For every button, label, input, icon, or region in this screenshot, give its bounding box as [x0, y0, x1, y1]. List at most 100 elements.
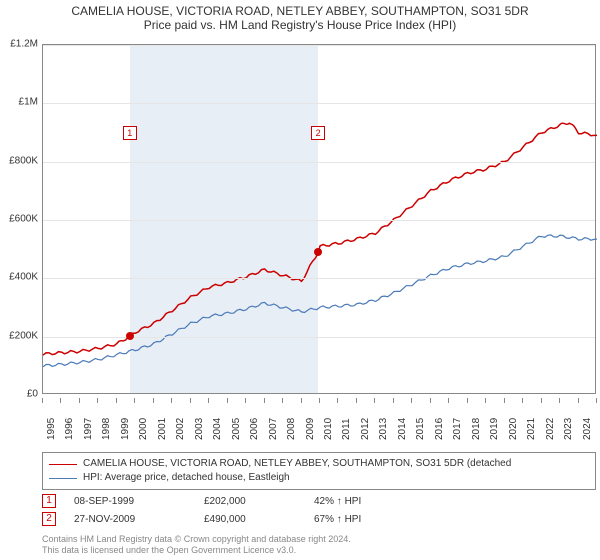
sales-table: 1 08-SEP-1999£202,00042% ↑ HPI 2 27-NOV-200… — [42, 492, 596, 528]
sale-marker-label: 2 — [311, 126, 325, 140]
x-tick — [282, 398, 283, 403]
x-tick — [356, 398, 357, 403]
series-line-property — [43, 123, 597, 355]
x-tick — [578, 398, 579, 403]
y-tick-label: £1M — [19, 97, 38, 108]
legend: CAMELIA HOUSE, VICTORIA ROAD, NETLEY ABB… — [42, 452, 596, 490]
x-tick-label: 2005 — [231, 418, 242, 440]
y-tick-label: £1.2M — [10, 39, 38, 50]
x-tick — [153, 398, 154, 403]
chart-subtitle: Price paid vs. HM Land Registry's House … — [8, 18, 592, 32]
x-tick-label: 2009 — [305, 418, 316, 440]
y-tick-label: £200K — [9, 330, 38, 341]
sale-index-box: 2 — [42, 512, 56, 526]
x-tick — [522, 398, 523, 403]
x-axis-labels: 1995199619971998199920002001200220032004… — [42, 398, 596, 456]
x-tick-label: 1998 — [101, 418, 112, 440]
x-tick-label: 2000 — [138, 418, 149, 440]
sale-index-box: 1 — [42, 494, 56, 508]
x-tick — [79, 398, 80, 403]
x-tick — [227, 398, 228, 403]
x-tick-label: 2007 — [268, 418, 279, 440]
x-tick-label: 2019 — [489, 418, 500, 440]
x-tick — [596, 398, 597, 403]
x-tick — [504, 398, 505, 403]
legend-label: HPI: Average price, detached house, East… — [83, 471, 290, 485]
x-tick-label: 2010 — [323, 418, 334, 440]
x-tick-label: 2014 — [397, 418, 408, 440]
y-tick-label: £0 — [27, 389, 38, 400]
x-tick-label: 2003 — [194, 418, 205, 440]
legend-row: HPI: Average price, detached house, East… — [49, 471, 589, 485]
footer-line-2: This data is licensed under the Open Gov… — [42, 545, 596, 556]
x-tick-label: 2013 — [378, 418, 389, 440]
x-tick — [411, 398, 412, 403]
x-tick-label: 2023 — [563, 418, 574, 440]
x-tick-label: 2001 — [157, 418, 168, 440]
sale-price: £202,000 — [204, 496, 314, 507]
chart-title: CAMELIA HOUSE, VICTORIA ROAD, NETLEY ABB… — [8, 4, 592, 18]
x-tick-label: 2020 — [508, 418, 519, 440]
x-tick — [374, 398, 375, 403]
legend-swatch — [49, 478, 77, 479]
x-tick-label: 1999 — [120, 418, 131, 440]
sale-date: 08-SEP-1999 — [74, 496, 204, 507]
chart-container: CAMELIA HOUSE, VICTORIA ROAD, NETLEY ABB… — [0, 0, 600, 560]
x-tick — [430, 398, 431, 403]
y-tick-label: £600K — [9, 214, 38, 225]
x-tick — [245, 398, 246, 403]
title-block: CAMELIA HOUSE, VICTORIA ROAD, NETLEY ABB… — [0, 0, 600, 34]
x-tick-label: 2006 — [249, 418, 260, 440]
x-tick — [467, 398, 468, 403]
sale-marker-label: 1 — [123, 126, 137, 140]
x-tick-label: 2017 — [452, 418, 463, 440]
sale-date: 27-NOV-2009 — [74, 514, 204, 525]
x-tick — [301, 398, 302, 403]
sale-delta: 42% ↑ HPI — [314, 496, 434, 507]
y-tick-label: £400K — [9, 272, 38, 283]
x-tick — [559, 398, 560, 403]
x-tick-label: 1996 — [64, 418, 75, 440]
x-tick — [208, 398, 209, 403]
sale-delta: 67% ↑ HPI — [314, 514, 434, 525]
sale-price: £490,000 — [204, 514, 314, 525]
x-tick — [97, 398, 98, 403]
legend-label: CAMELIA HOUSE, VICTORIA ROAD, NETLEY ABB… — [83, 457, 511, 471]
x-tick — [319, 398, 320, 403]
x-tick — [134, 398, 135, 403]
x-tick-label: 1997 — [83, 418, 94, 440]
x-tick-label: 2008 — [286, 418, 297, 440]
sale-row: 1 08-SEP-1999£202,00042% ↑ HPI — [42, 492, 596, 510]
line-series-svg — [43, 45, 595, 393]
x-tick — [485, 398, 486, 403]
gridline-h — [43, 45, 595, 46]
x-tick — [60, 398, 61, 403]
sale-marker-dot — [126, 332, 134, 340]
x-tick-label: 2018 — [471, 418, 482, 440]
plot-area: 12 — [42, 44, 596, 394]
gridline-h — [43, 103, 595, 104]
x-tick-label: 2016 — [434, 418, 445, 440]
x-tick-label: 2002 — [175, 418, 186, 440]
x-tick — [42, 398, 43, 403]
x-tick-label: 2021 — [526, 418, 537, 440]
footer-attribution: Contains HM Land Registry data © Crown c… — [42, 534, 596, 556]
sale-row: 2 27-NOV-2009£490,00067% ↑ HPI — [42, 510, 596, 528]
x-tick — [190, 398, 191, 403]
gridline-h — [43, 162, 595, 163]
gridline-h — [43, 278, 595, 279]
y-axis-labels: £0£200K£400K£600K£800K£1M£1.2M — [0, 44, 40, 394]
x-tick — [171, 398, 172, 403]
x-tick — [116, 398, 117, 403]
x-tick-label: 2011 — [341, 418, 352, 440]
footer-line-1: Contains HM Land Registry data © Crown c… — [42, 534, 596, 545]
y-tick-label: £800K — [9, 155, 38, 166]
legend-swatch — [49, 464, 77, 465]
x-tick — [541, 398, 542, 403]
x-tick — [264, 398, 265, 403]
x-tick — [448, 398, 449, 403]
x-tick-label: 2024 — [582, 418, 593, 440]
x-tick-label: 2012 — [360, 418, 371, 440]
x-tick-label: 2004 — [212, 418, 223, 440]
x-tick-label: 2022 — [545, 418, 556, 440]
